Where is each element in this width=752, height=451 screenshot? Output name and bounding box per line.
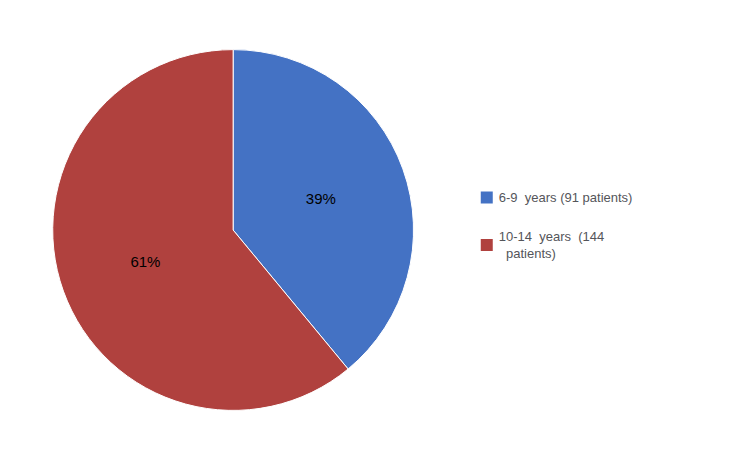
svg-text:39%: 39% [306,190,336,207]
svg-text:61%: 61% [130,253,160,270]
svg-text:6-9 years (91 patients): 6-9 years (91 patients) [499,190,633,205]
svg-text:10-14 years (144: 10-14 years (144 [499,229,608,244]
svg-text:patients): patients) [499,246,556,261]
